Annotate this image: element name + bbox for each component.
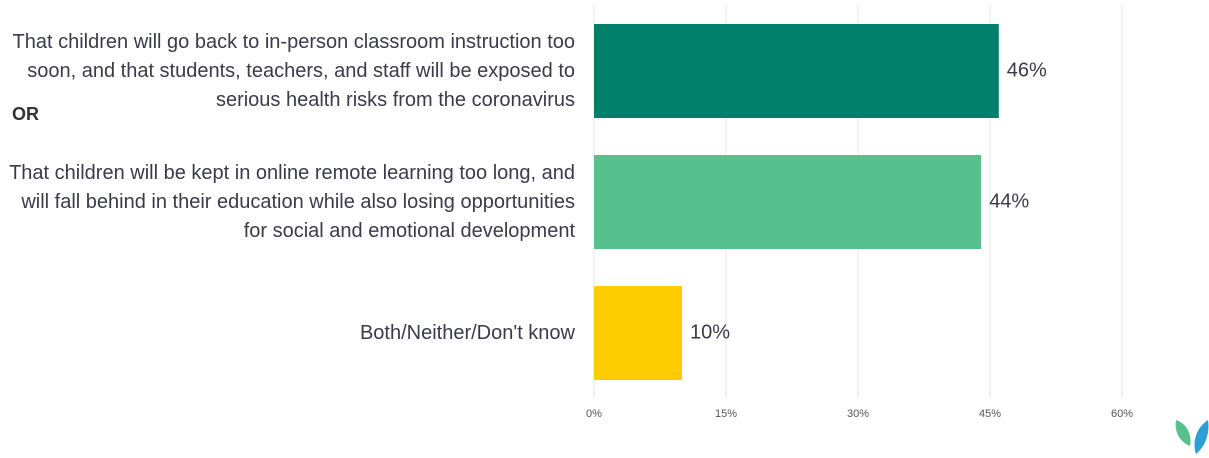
category-label: That children will be kept in online rem… xyxy=(9,161,575,242)
annotation: OR xyxy=(12,104,39,124)
category-label: Both/Neither/Don't know xyxy=(359,321,575,344)
x-tick-label: 15% xyxy=(715,408,737,420)
value-label: 44% xyxy=(989,190,1029,212)
x-tick-label: 0% xyxy=(586,408,602,420)
logo xyxy=(1175,420,1209,454)
category-label: That children will go back to in-person … xyxy=(12,30,575,111)
x-tick-label: 60% xyxy=(1111,408,1133,420)
bar xyxy=(594,155,982,249)
category-label-box: That children will be kept in online rem… xyxy=(5,137,575,268)
bar xyxy=(594,286,682,380)
x-tick-label: 30% xyxy=(847,408,869,420)
category-label-box: Both/Neither/Don't know xyxy=(5,268,575,399)
category-label-box: That children will go back to in-person … xyxy=(5,6,575,137)
bar xyxy=(594,24,999,118)
value-label: 10% xyxy=(690,321,730,343)
x-tick-label: 45% xyxy=(979,408,1001,420)
value-label: 46% xyxy=(1007,59,1047,81)
